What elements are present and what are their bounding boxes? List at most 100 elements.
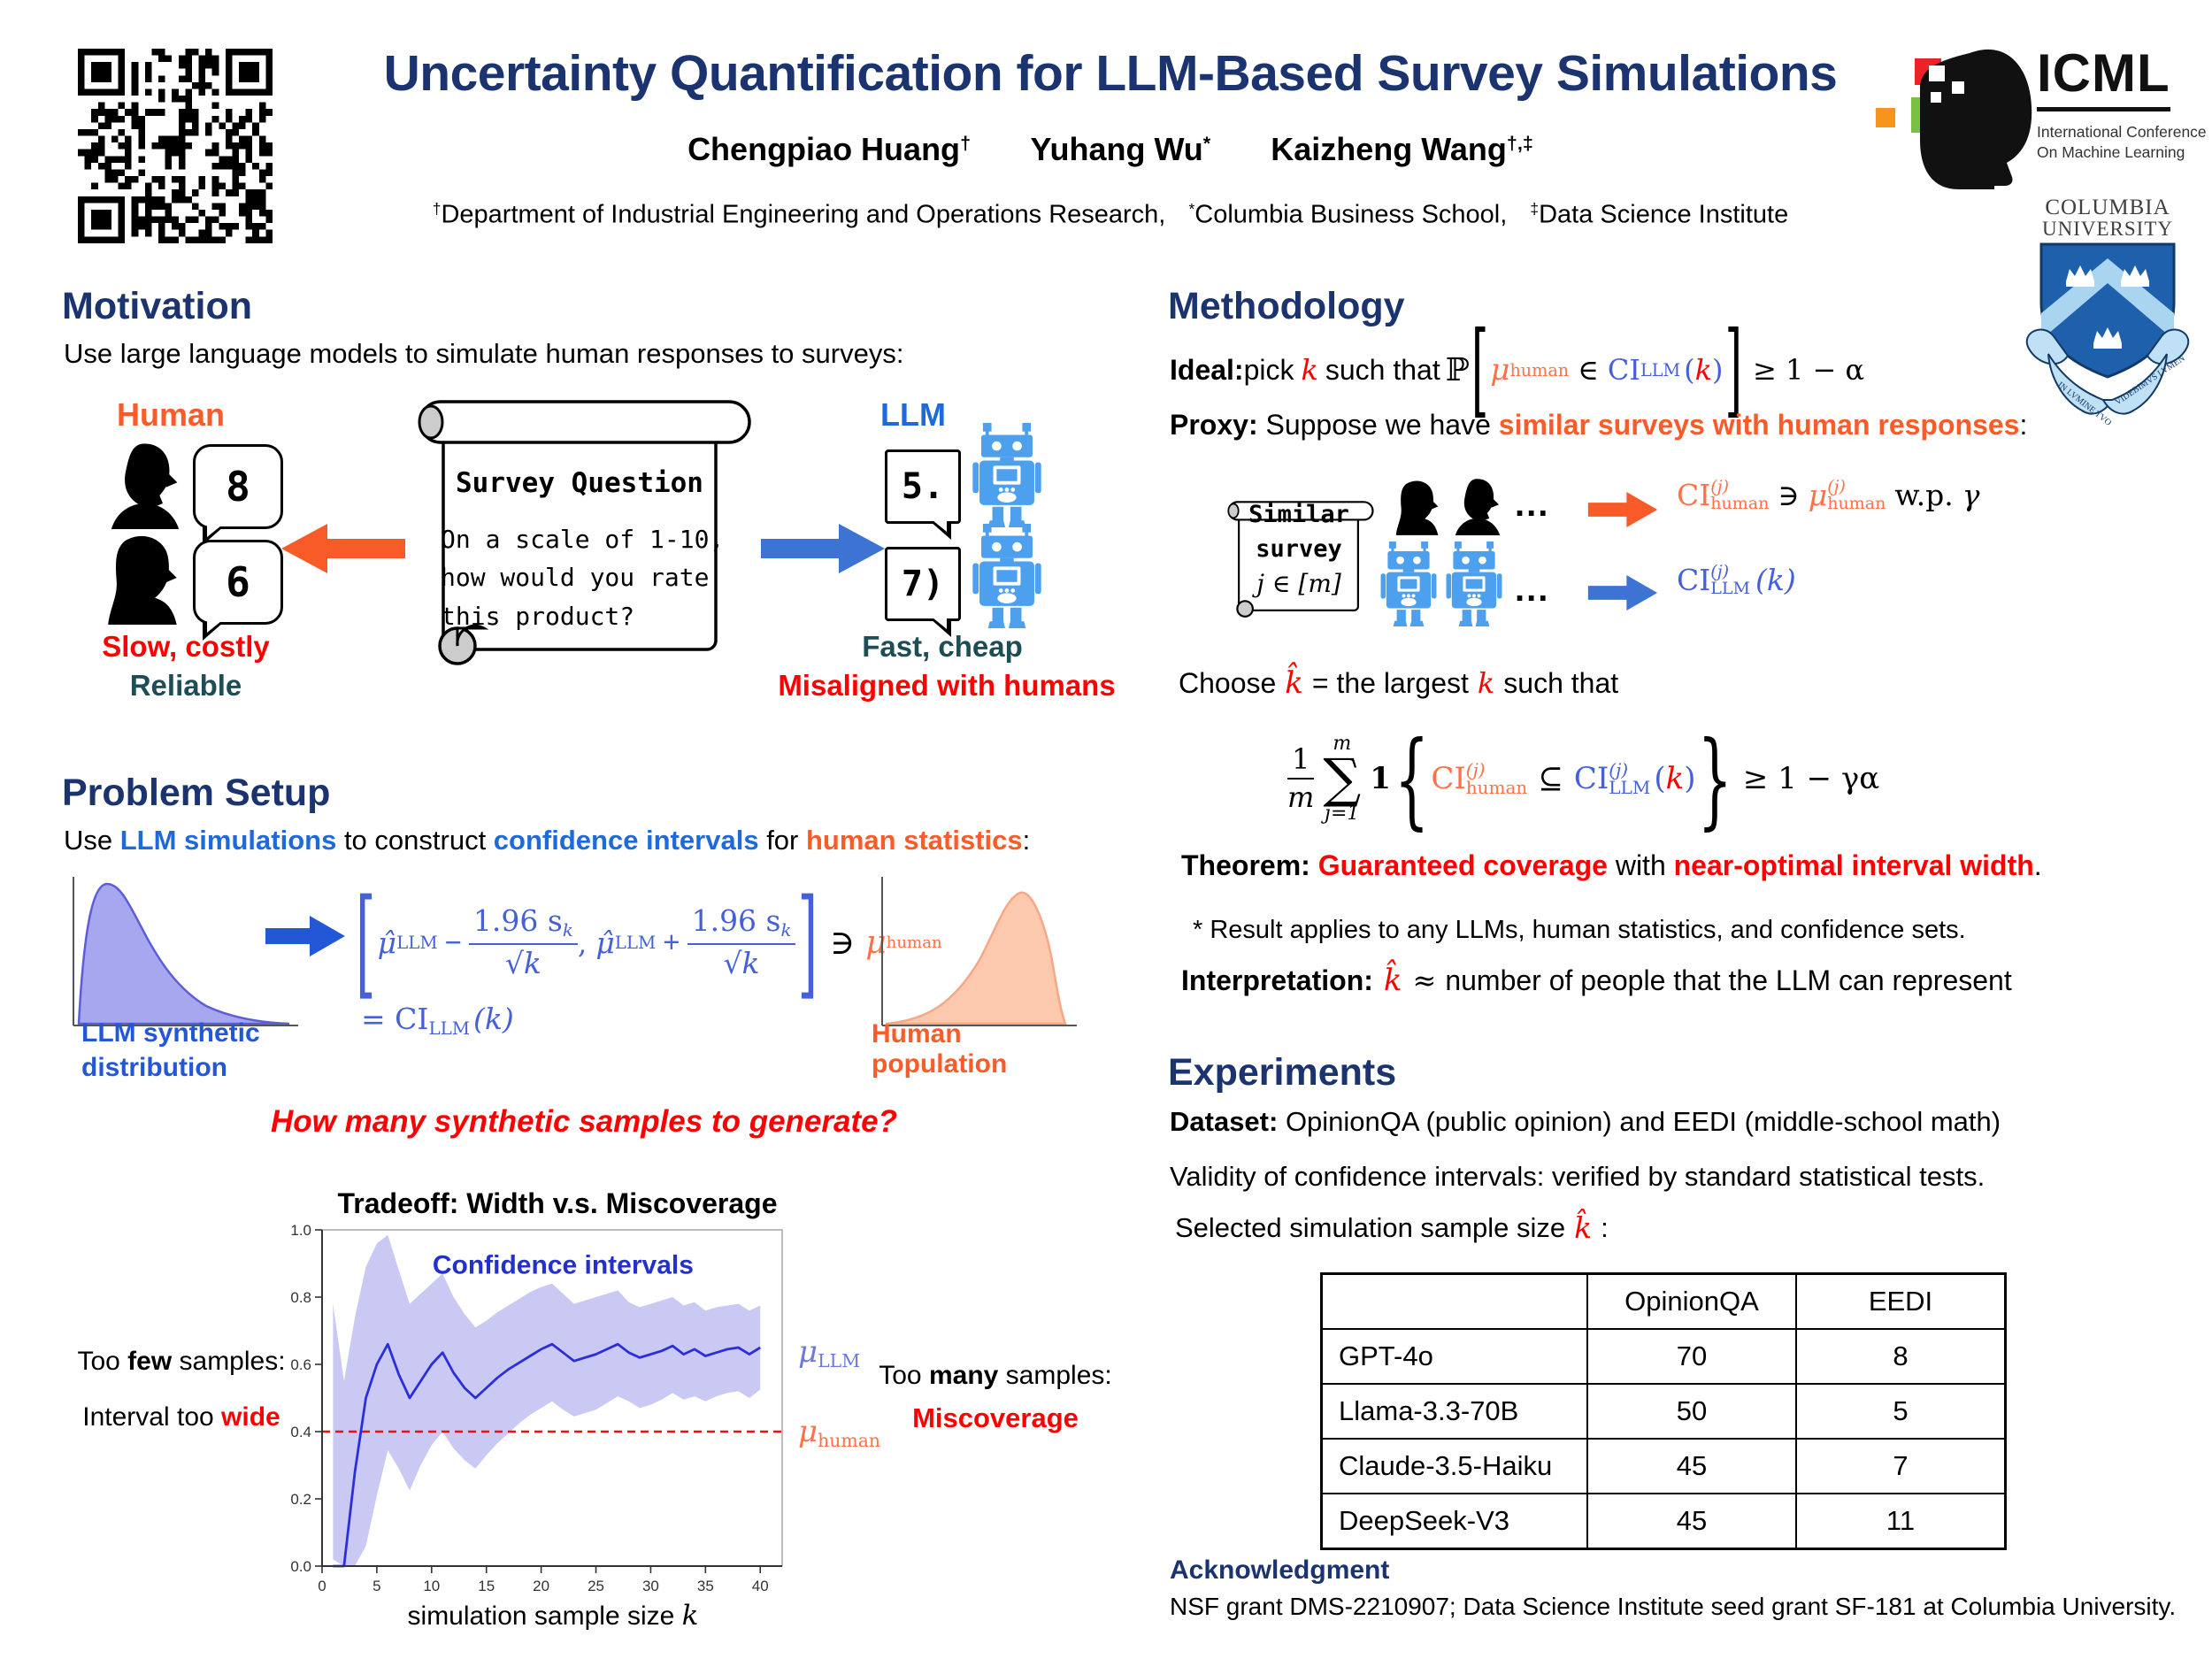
similar-survey-scroll-text: Similar survey j ∈ [m]	[1248, 501, 1349, 599]
y-tick-label: 0.0	[290, 1558, 311, 1575]
author-3: Kaizheng Wang†,‡	[1271, 131, 1533, 167]
human-note-1: Slow, costly	[102, 630, 270, 663]
validity-line: Validity of confidence intervals: verifi…	[1170, 1161, 1985, 1192]
author-1: Chengpiao Huang†	[687, 131, 972, 167]
x-tick-label: 0	[318, 1578, 326, 1594]
table-row: DeepSeek-V3 45 11	[1320, 1493, 2007, 1550]
human-label: Human	[117, 396, 226, 433]
dataset-line: Dataset: OpinionQA (public opinion) and …	[1170, 1106, 2001, 1137]
x-tick-label: 5	[373, 1578, 380, 1594]
chart-annotation-left-1: Too few samples:	[77, 1347, 286, 1376]
in-plot-legend: Confidence intervals	[433, 1250, 694, 1279]
icml-logo-icon	[1876, 49, 2032, 189]
ci-human-math: CI (j) human ∋ μ (j) human w.p. γ	[1677, 476, 1980, 513]
icml-acronym: ICML	[2037, 42, 2170, 111]
chart-xlabel: simulation sample size k	[407, 1600, 699, 1632]
survey-scroll-title: Survey Question	[456, 467, 703, 499]
svg-text:UNIVERSITY: UNIVERSITY	[2042, 218, 2173, 240]
proxy-line: Proxy: Suppose we have similar surveys w…	[1170, 409, 2028, 441]
motivation-intro: Use large language models to simulate hu…	[64, 338, 904, 369]
ideal-line: Ideal: pick k such that ℙ [ μ human ∈ CI L…	[1170, 311, 1865, 429]
ci-formula-eq: = CILLM (k)	[361, 1002, 514, 1039]
ellipsis-humans: ...	[1515, 485, 1550, 524]
acknowledgment-text: NSF grant DMS-2210907; Data Science Inst…	[1170, 1593, 2177, 1620]
llm-note-2: Misaligned with humans	[778, 669, 1116, 702]
robot-icon	[972, 423, 1042, 527]
problem-setup-heading: Problem Setup	[62, 772, 331, 814]
x-tick-label: 15	[478, 1578, 495, 1594]
human-distribution-label: Human population	[872, 1019, 1008, 1079]
ci-formula: [ μ̂ LLM − 1.96 sk √k , μ̂ LLM + 1.96 sk √k …	[356, 872, 942, 1012]
selected-line: Selected simulation sample size k̂ :	[1175, 1210, 1609, 1245]
mu-human-label: μhuman	[798, 1414, 880, 1452]
authors-line: Chengpiao Huang† Yuhang Wu* Kaizheng Wan…	[332, 131, 1889, 168]
y-tick-label: 0.2	[290, 1491, 311, 1508]
icml-subtitle: International Conference On Machine Learn…	[2037, 123, 2207, 161]
robot-icon	[972, 524, 1042, 628]
arrow-right-orange-icon	[1587, 492, 1658, 527]
survey-scroll-body: On a scale of 1-10, how would you rate t…	[441, 525, 725, 631]
llm-note-1: Fast, cheap	[862, 630, 1023, 663]
x-tick-label: 20	[533, 1578, 549, 1594]
llm-distribution-plot	[73, 877, 298, 1026]
ci-band	[333, 1234, 761, 1566]
speech-bubble-human-1: 8	[193, 444, 283, 545]
arrow-left-orange-icon	[281, 524, 405, 573]
table-row: GPT-4o 70 8	[1320, 1328, 2007, 1385]
llm-label: LLM	[880, 396, 946, 433]
table-row: Claude-3.5-Haiku 45 7	[1320, 1438, 2007, 1494]
y-tick-label: 0.8	[290, 1289, 311, 1306]
arrow-right-blue-icon	[265, 916, 345, 956]
speech-bubble-llm-1: 5.	[885, 449, 961, 540]
x-tick-label: 10	[423, 1578, 440, 1594]
speech-bubble-llm-2: 7)	[885, 547, 961, 637]
page-title: Uncertainty Quantification for LLM-Based…	[383, 45, 1838, 102]
interpretation-line: Interpretation: k̂ ≈ number of people th…	[1181, 963, 2012, 998]
arrow-right-blue-icon	[1587, 575, 1658, 611]
llm-distribution-label: LLM synthetic distribution	[81, 1018, 260, 1082]
mu-llm-label: μLLM	[798, 1334, 861, 1372]
acknowledgment-heading: Acknowledgment	[1170, 1555, 1390, 1585]
arrow-right-blue-icon	[761, 524, 885, 573]
choose-line: Choose k̂ = the largest k such that	[1179, 665, 1619, 701]
columbia-crest-icon: COLUMBIA UNIVERSITY IN LVMINE TVO VIDEBI…	[2025, 196, 2190, 428]
methodology-heading: Methodology	[1168, 285, 1405, 327]
x-tick-label: 40	[752, 1578, 769, 1594]
table-header-row: OpinionQA EEDI	[1320, 1272, 2007, 1330]
affiliations-line: †Department of Industrial Engineering an…	[432, 200, 1789, 229]
theorem-footnote: * Result applies to any LLMs, human stat…	[1193, 916, 1966, 944]
robot-icon	[1446, 541, 1502, 626]
chart-title: Tradeoff: Width v.s. Miscoverage	[337, 1187, 778, 1219]
y-tick-label: 0.4	[290, 1424, 311, 1440]
similar-survey-scroll-icon	[1227, 501, 1374, 618]
y-tick-label: 0.6	[290, 1356, 311, 1373]
x-tick-label: 35	[697, 1578, 714, 1594]
svg-text:COLUMBIA: COLUMBIA	[2045, 196, 2170, 219]
human-distribution-plot	[881, 877, 1077, 1026]
speech-bubble-human-2: 6	[193, 540, 283, 641]
x-tick-label: 30	[642, 1578, 659, 1594]
theorem-line: Theorem: Guaranteed coverage with near-o…	[1181, 849, 2042, 881]
ci-llm-math: CI (j) LLM (k)	[1677, 561, 1796, 598]
woman-silhouette-icon	[1395, 480, 1439, 535]
human-note-2: Reliable	[129, 669, 242, 702]
man-silhouette-icon	[111, 443, 180, 529]
tradeoff-chart: 0 5 10 15 20 25 30 35 40 0.0 0.2 0.4 0.6 0.8 1.0 Confid…	[290, 1223, 783, 1594]
chart-annotation-left-2: Interval too wide	[82, 1402, 280, 1432]
mean-line	[333, 1342, 761, 1568]
robot-icon	[1380, 541, 1437, 626]
experiments-heading: Experiments	[1168, 1051, 1397, 1094]
qr-code	[78, 49, 273, 243]
chart-annotation-right-2: Miscoverage	[912, 1402, 1079, 1433]
author-2: Yuhang Wu*	[1030, 131, 1211, 167]
ellipsis-robots: ...	[1515, 570, 1550, 609]
results-table: OpinionQA EEDI GPT-4o 70 8 Llama-3.3-70B…	[1320, 1272, 2007, 1550]
problem-question: How many synthetic samples to generate?	[271, 1104, 897, 1139]
chart-annotation-right-1: Too many samples:	[879, 1361, 1112, 1390]
survey-scroll-icon	[418, 400, 751, 665]
man-silhouette-icon	[1455, 479, 1501, 535]
woman-silhouette-icon	[108, 535, 177, 625]
problem-setup-intro: Use LLM simulations to construct confide…	[64, 825, 1031, 856]
